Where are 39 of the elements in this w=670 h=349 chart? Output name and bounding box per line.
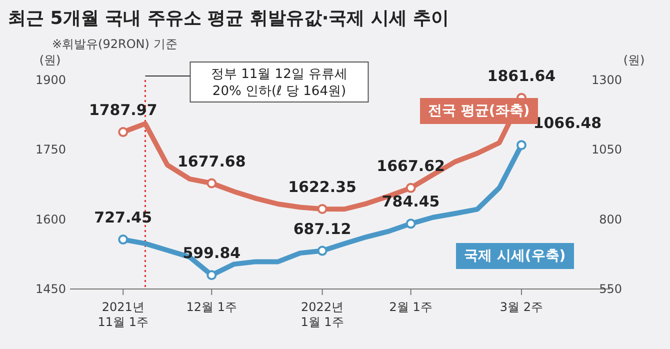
data-label: 687.12	[293, 220, 352, 238]
point	[206, 270, 217, 280]
x-tick-label: 2022년 1월 1주	[300, 300, 344, 329]
y-tick-label: 1900	[35, 73, 66, 87]
y2-tick-label: 1300	[591, 73, 622, 87]
point	[118, 234, 128, 245]
point	[317, 246, 328, 256]
chart-subtitle: ※휘발유(92RON) 기준	[52, 37, 178, 51]
chart-title: 최근 5개월 국내 주유소 평균 휘발유값·국제 시세 추이	[8, 7, 450, 30]
data-label: 1787.97	[88, 101, 158, 120]
point	[406, 182, 416, 193]
data-label: 727.45	[94, 208, 152, 227]
y-axis-title: (원)	[39, 53, 61, 67]
y2-tick-label: 800	[599, 212, 622, 226]
data-label: 1622.35	[288, 178, 356, 196]
point	[406, 218, 416, 229]
x-tick-label: 3월 2주	[500, 300, 544, 314]
point	[118, 127, 128, 138]
data-label: 784.45	[382, 192, 440, 211]
data-label: 599.84	[182, 244, 241, 262]
text: 국제 시세(우축)	[456, 243, 574, 269]
point	[516, 140, 526, 150]
y2-axis-title: (원)	[623, 53, 645, 67]
data-label: 1677.68	[177, 152, 246, 170]
point	[317, 204, 328, 214]
data-label: 1066.48	[533, 114, 602, 132]
y-tick-label: 1750	[35, 142, 66, 157]
y2-tick-label: 1050	[591, 142, 622, 157]
data-label: 1667.62	[376, 156, 445, 175]
data-label: 1861.64	[487, 66, 556, 85]
annotation: 정부 11월 12일 유류세 20% 인하(ℓ 당 164원)	[211, 67, 348, 99]
point	[206, 178, 217, 188]
x-tick-label: 12월 1주	[186, 300, 237, 314]
y-tick-label: 1600	[35, 212, 66, 226]
x-tick-label: 2월 1주	[389, 300, 432, 314]
y-tick-label: 1450	[35, 282, 66, 296]
x-tick-label: 2021년 11월 1주	[98, 300, 148, 329]
series-label: 전국 평균(좌축)	[428, 103, 530, 119]
y2-tick-label: 550	[599, 282, 622, 296]
